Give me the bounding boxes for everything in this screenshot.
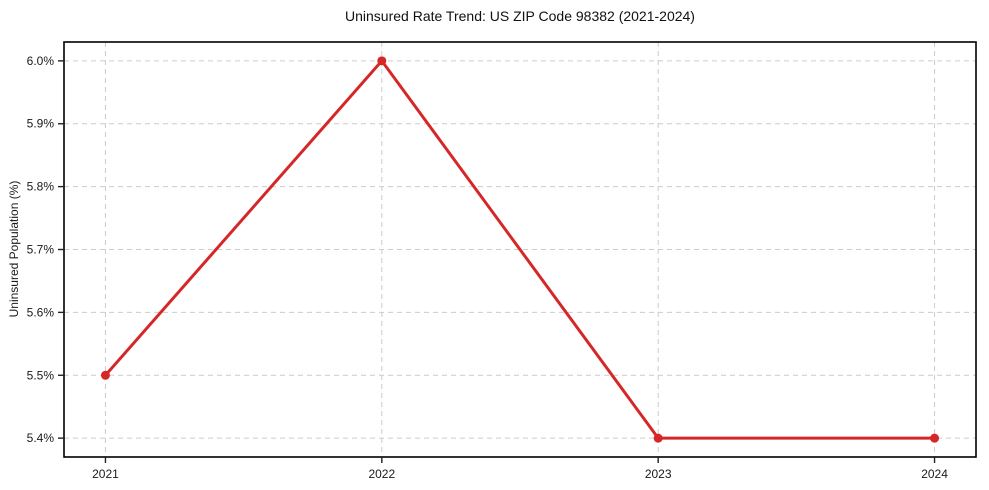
data-point-marker [100,370,110,380]
y-tick-label: 5.9% [27,117,55,131]
x-tick-label: 2024 [921,467,948,481]
y-tick-label: 5.8% [27,180,55,194]
x-tick-label: 2021 [92,467,119,481]
x-tick-label: 2022 [368,467,395,481]
x-tick-label: 2023 [645,467,672,481]
data-point-marker [930,433,940,443]
y-tick-label: 5.5% [27,368,55,382]
y-tick-label: 5.4% [27,431,55,445]
y-tick-label: 5.7% [27,243,55,257]
data-point-marker [653,433,663,443]
y-tick-label: 6.0% [27,54,55,68]
data-point-marker [377,56,387,66]
chart-title: Uninsured Rate Trend: US ZIP Code 98382 … [345,8,695,24]
trend-line [103,59,937,440]
y-tick-label: 5.6% [27,305,55,319]
